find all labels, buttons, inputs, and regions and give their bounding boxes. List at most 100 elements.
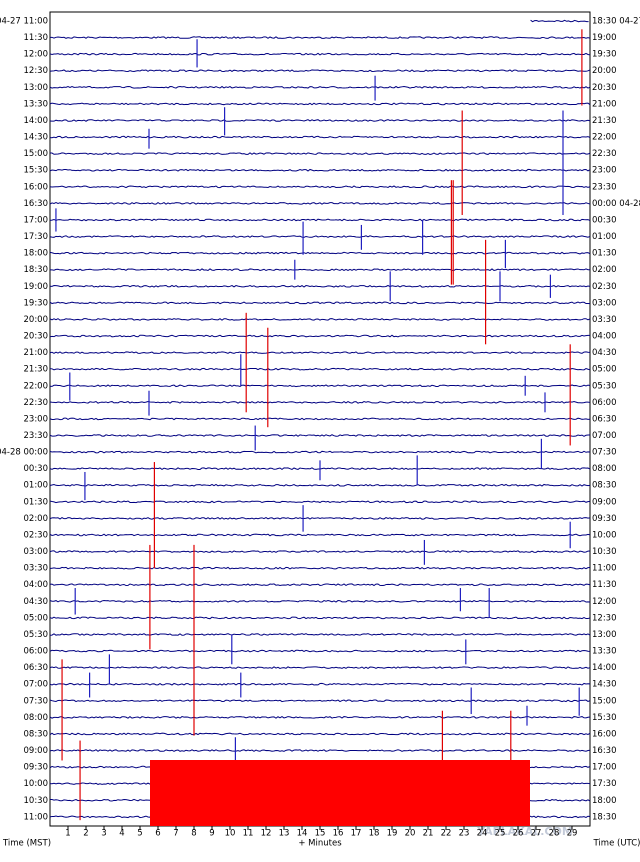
left-time-label: 18:00 [24,249,49,259]
left-time-label: 09:00 [24,746,49,756]
left-time-label: 00:30 [24,464,49,474]
trace [49,417,591,421]
left-time-label: 17:00 [24,215,49,225]
left-time-label: 02:00 [24,514,49,524]
left-time-label: 12:30 [24,66,49,76]
trace [49,351,591,354]
x-tick-label: 7 [173,829,178,839]
x-tick-label: 21 [423,829,434,839]
left-time-label: 16:00 [24,182,49,192]
x-tick-label: 25 [495,829,506,839]
right-time-label: 22:30 [592,149,617,159]
right-time-label: 02:30 [592,282,617,292]
left-time-label: 13:30 [24,99,49,109]
right-time-label: 08:00 [592,464,617,474]
trace [49,732,591,736]
trace [49,69,591,73]
right-time-label: 21:30 [592,116,617,126]
right-time-label: 01:00 [592,232,617,242]
left-time-label: 19:00 [24,282,49,292]
left-time-label: 14:30 [24,133,49,143]
left-time-label: 14:00 [24,116,49,126]
trace [49,633,591,636]
right-time-label: 17:30 [592,779,617,789]
right-time-label: 00:30 [592,215,617,225]
x-tick-label: 15 [315,829,326,839]
trace [49,102,591,106]
right-time-label: 10:30 [592,547,617,557]
trace [49,533,591,537]
right-time-label: 17:00 [592,763,617,773]
x-tick-label: 19 [387,829,398,839]
right-time-label: 10:00 [592,530,617,540]
x-tick-label: 12 [261,829,272,839]
left-time-label: 04:00 [24,580,49,590]
right-time-label: 13:00 [592,630,617,640]
right-time-label: 07:00 [592,431,617,441]
x-tick-label: 1 [65,829,70,839]
right-time-label: 18:30 04-27 [592,17,640,27]
right-time-label: 18:00 [592,796,617,806]
left-time-label: 19:30 [24,298,49,308]
left-time-label: 04-28 00:00 [0,448,48,458]
trace [49,749,591,752]
right-time-label: 01:30 [592,249,617,259]
left-time-label: 08:00 [24,713,49,723]
trace [49,119,591,122]
x-tick-label: 10 [225,829,236,839]
right-time-label: 23:30 [592,182,617,192]
left-axis-label: Time (MST) [2,839,51,849]
left-time-label: 09:30 [24,763,49,773]
left-time-label: 03:00 [24,547,49,557]
right-time-label: 19:30 [592,50,617,60]
trace [49,135,591,139]
x-tick-label: 9 [209,829,214,839]
left-time-label: 15:00 [24,149,49,159]
left-time-label: 21:30 [24,365,49,375]
left-time-label: 01:30 [24,497,49,507]
trace [49,434,591,437]
trace [49,682,591,686]
trace [49,550,591,553]
trace [49,517,591,520]
trace [49,450,591,454]
right-time-label: 00:00 04-28 [592,199,640,209]
trace [49,218,591,222]
left-time-label: 20:30 [24,332,49,342]
right-axis-label: Time (UTC) [593,839,640,849]
left-time-label: 05:30 [24,630,49,640]
right-time-label: 21:00 [592,99,617,109]
trace [530,19,589,23]
trace [49,367,591,371]
left-time-label: 01:00 [24,481,49,491]
x-tick-label: 5 [137,829,142,839]
right-time-label: 20:30 [592,83,617,93]
right-time-label: 12:30 [592,613,617,623]
right-time-label: 09:30 [592,514,617,524]
x-tick-label: 3 [101,829,106,839]
left-time-label: 23:00 [24,414,49,424]
trace [49,52,591,56]
right-time-label: 04:00 [592,332,617,342]
trace [49,318,591,321]
x-tick-label: 13 [279,829,290,839]
right-time-label: 03:00 [592,298,617,308]
x-tick-label: 27 [531,829,542,839]
trace [49,616,591,620]
x-tick-label: 28 [549,829,560,839]
right-time-label: 05:00 [592,365,617,375]
trace [49,201,591,205]
left-time-label: 04:30 [24,597,49,607]
right-time-label: 16:30 [592,746,617,756]
x-tick-label: 11 [243,829,254,839]
right-time-label: 15:30 [592,713,617,723]
right-time-label: 13:30 [592,647,617,657]
x-tick-label: 20 [405,829,416,839]
left-time-label: 21:00 [24,348,49,358]
left-time-label: 15:30 [24,166,49,176]
right-time-label: 08:30 [592,481,617,491]
left-time-label: 06:00 [24,647,49,657]
trace [49,334,591,338]
trace [49,566,591,570]
